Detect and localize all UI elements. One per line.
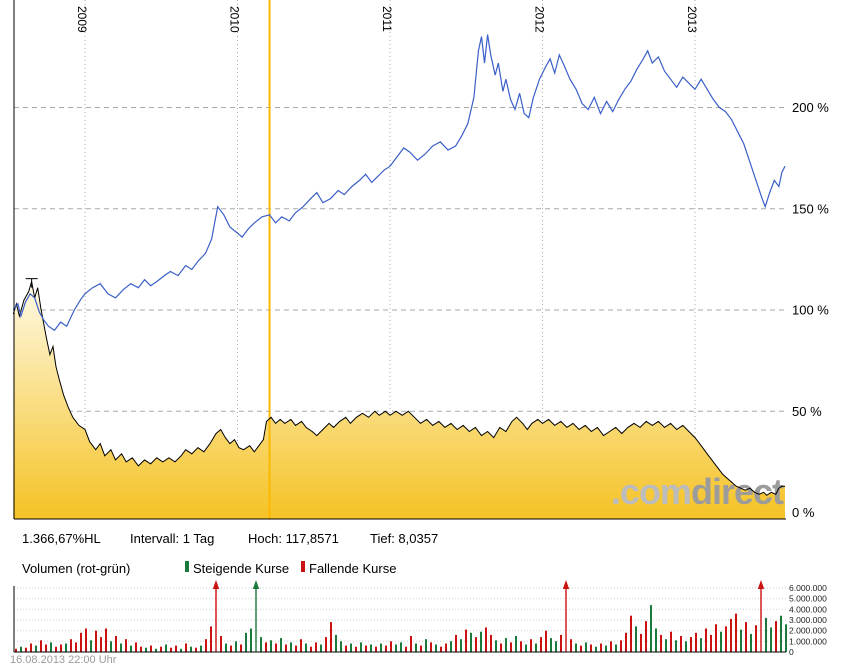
low-value: Tief: 8,0357 xyxy=(370,531,439,546)
rising-bar-icon xyxy=(185,561,189,572)
volume-bars xyxy=(15,580,787,652)
svg-text:2012: 2012 xyxy=(533,6,547,33)
interval-value: Intervall: 1 Tag xyxy=(130,531,215,546)
volume-axes xyxy=(13,586,786,653)
volume-header: Volumen (rot-grün) Steigende Kurse Falle… xyxy=(0,561,864,578)
svg-text:1.000.000: 1.000.000 xyxy=(789,636,827,646)
svg-text:100 %: 100 % xyxy=(792,303,829,318)
price-chart-canvas: .comdirect 2009 2010 2011 2012 2013 200 % 150 %… xyxy=(12,0,829,520)
svg-text:2.000.000: 2.000.000 xyxy=(789,626,827,636)
svg-text:5.000.000: 5.000.000 xyxy=(789,594,827,604)
svg-text:200 %: 200 % xyxy=(792,100,829,115)
legend-rising-label: Steigende Kurse xyxy=(193,561,290,576)
volume-title: Volumen (rot-grün) xyxy=(22,561,131,576)
svg-text:150 %: 150 % xyxy=(792,201,829,216)
volume-labels: 6.000.0005.000.0004.000.0003.000.0002.00… xyxy=(789,583,827,657)
year-labels: 2009 2010 2011 2012 2013 xyxy=(75,6,699,33)
svg-text:2010: 2010 xyxy=(228,6,242,33)
svg-text:50 %: 50 % xyxy=(792,404,822,419)
info-bar: 1.366,67%HL Intervall: 1 Tag Hoch: 117,8… xyxy=(0,531,864,549)
falling-bar-icon xyxy=(301,561,305,572)
stock-line xyxy=(12,281,785,496)
range-value: 1.366,67%HL xyxy=(22,531,101,546)
stock-area xyxy=(13,281,786,519)
timestamp: 16.08.2013 22:00 Uhr xyxy=(10,654,117,666)
svg-text:0: 0 xyxy=(789,647,794,657)
volume-chart-canvas: 6.000.0005.000.0004.000.0003.000.0002.00… xyxy=(13,580,827,657)
pct-labels: 200 % 150 % 100 % 50 % 0 % xyxy=(792,100,829,520)
benchmark-line xyxy=(12,34,786,332)
svg-text:3.000.000: 3.000.000 xyxy=(789,615,827,625)
pct-gridlines xyxy=(14,107,786,412)
svg-text:2011: 2011 xyxy=(380,6,394,32)
high-value: Hoch: 117,8571 xyxy=(248,531,339,546)
svg-text:2013: 2013 xyxy=(685,6,699,33)
svg-text:0 %: 0 % xyxy=(792,505,815,520)
svg-text:6.000.000: 6.000.000 xyxy=(789,583,827,593)
legend-falling-label: Fallende Kurse xyxy=(309,561,397,576)
watermark: .comdirect xyxy=(611,471,784,512)
price-axes xyxy=(13,0,786,520)
high-marker xyxy=(25,278,38,288)
svg-text:2009: 2009 xyxy=(75,6,89,33)
svg-text:4.000.000: 4.000.000 xyxy=(789,604,827,614)
